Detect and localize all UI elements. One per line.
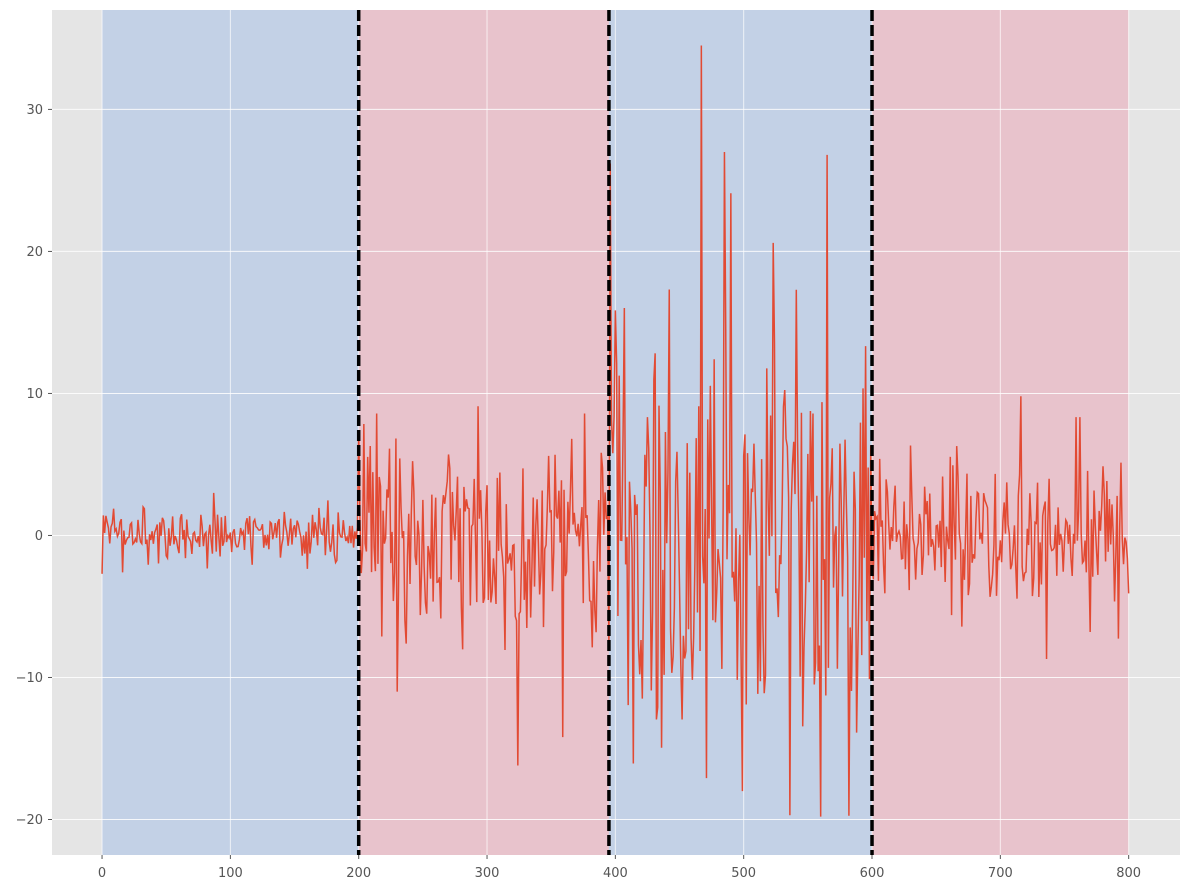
y-tick-label-0: −20	[16, 813, 43, 828]
y-tick-label-3: 10	[26, 387, 43, 402]
x-tick-label-5: 500	[731, 866, 756, 881]
x-tick-label-0: 0	[98, 866, 106, 881]
x-tick-label-4: 400	[603, 866, 628, 881]
y-tick-label-5: 30	[26, 103, 43, 118]
x-axis: 0 100 200 300 400 500 600 700 800	[98, 855, 1141, 881]
x-tick-label-2: 200	[346, 866, 371, 881]
y-tick-label-4: 20	[26, 245, 43, 260]
x-tick-label-7: 700	[988, 866, 1013, 881]
x-tick-label-6: 600	[860, 866, 885, 881]
series-line	[101, 45, 1130, 817]
y-tick-label-1: −10	[16, 671, 43, 686]
x-tick-label-8: 800	[1116, 866, 1141, 881]
y-axis: −20 −10 0 10 20 30	[16, 103, 52, 828]
changepoints	[356, 10, 874, 855]
x-tick-label-1: 100	[218, 866, 243, 881]
y-tick-label-2: 0	[35, 529, 43, 544]
region-1	[358, 10, 609, 855]
series	[101, 45, 1130, 817]
x-tick-label-3: 300	[475, 866, 500, 881]
